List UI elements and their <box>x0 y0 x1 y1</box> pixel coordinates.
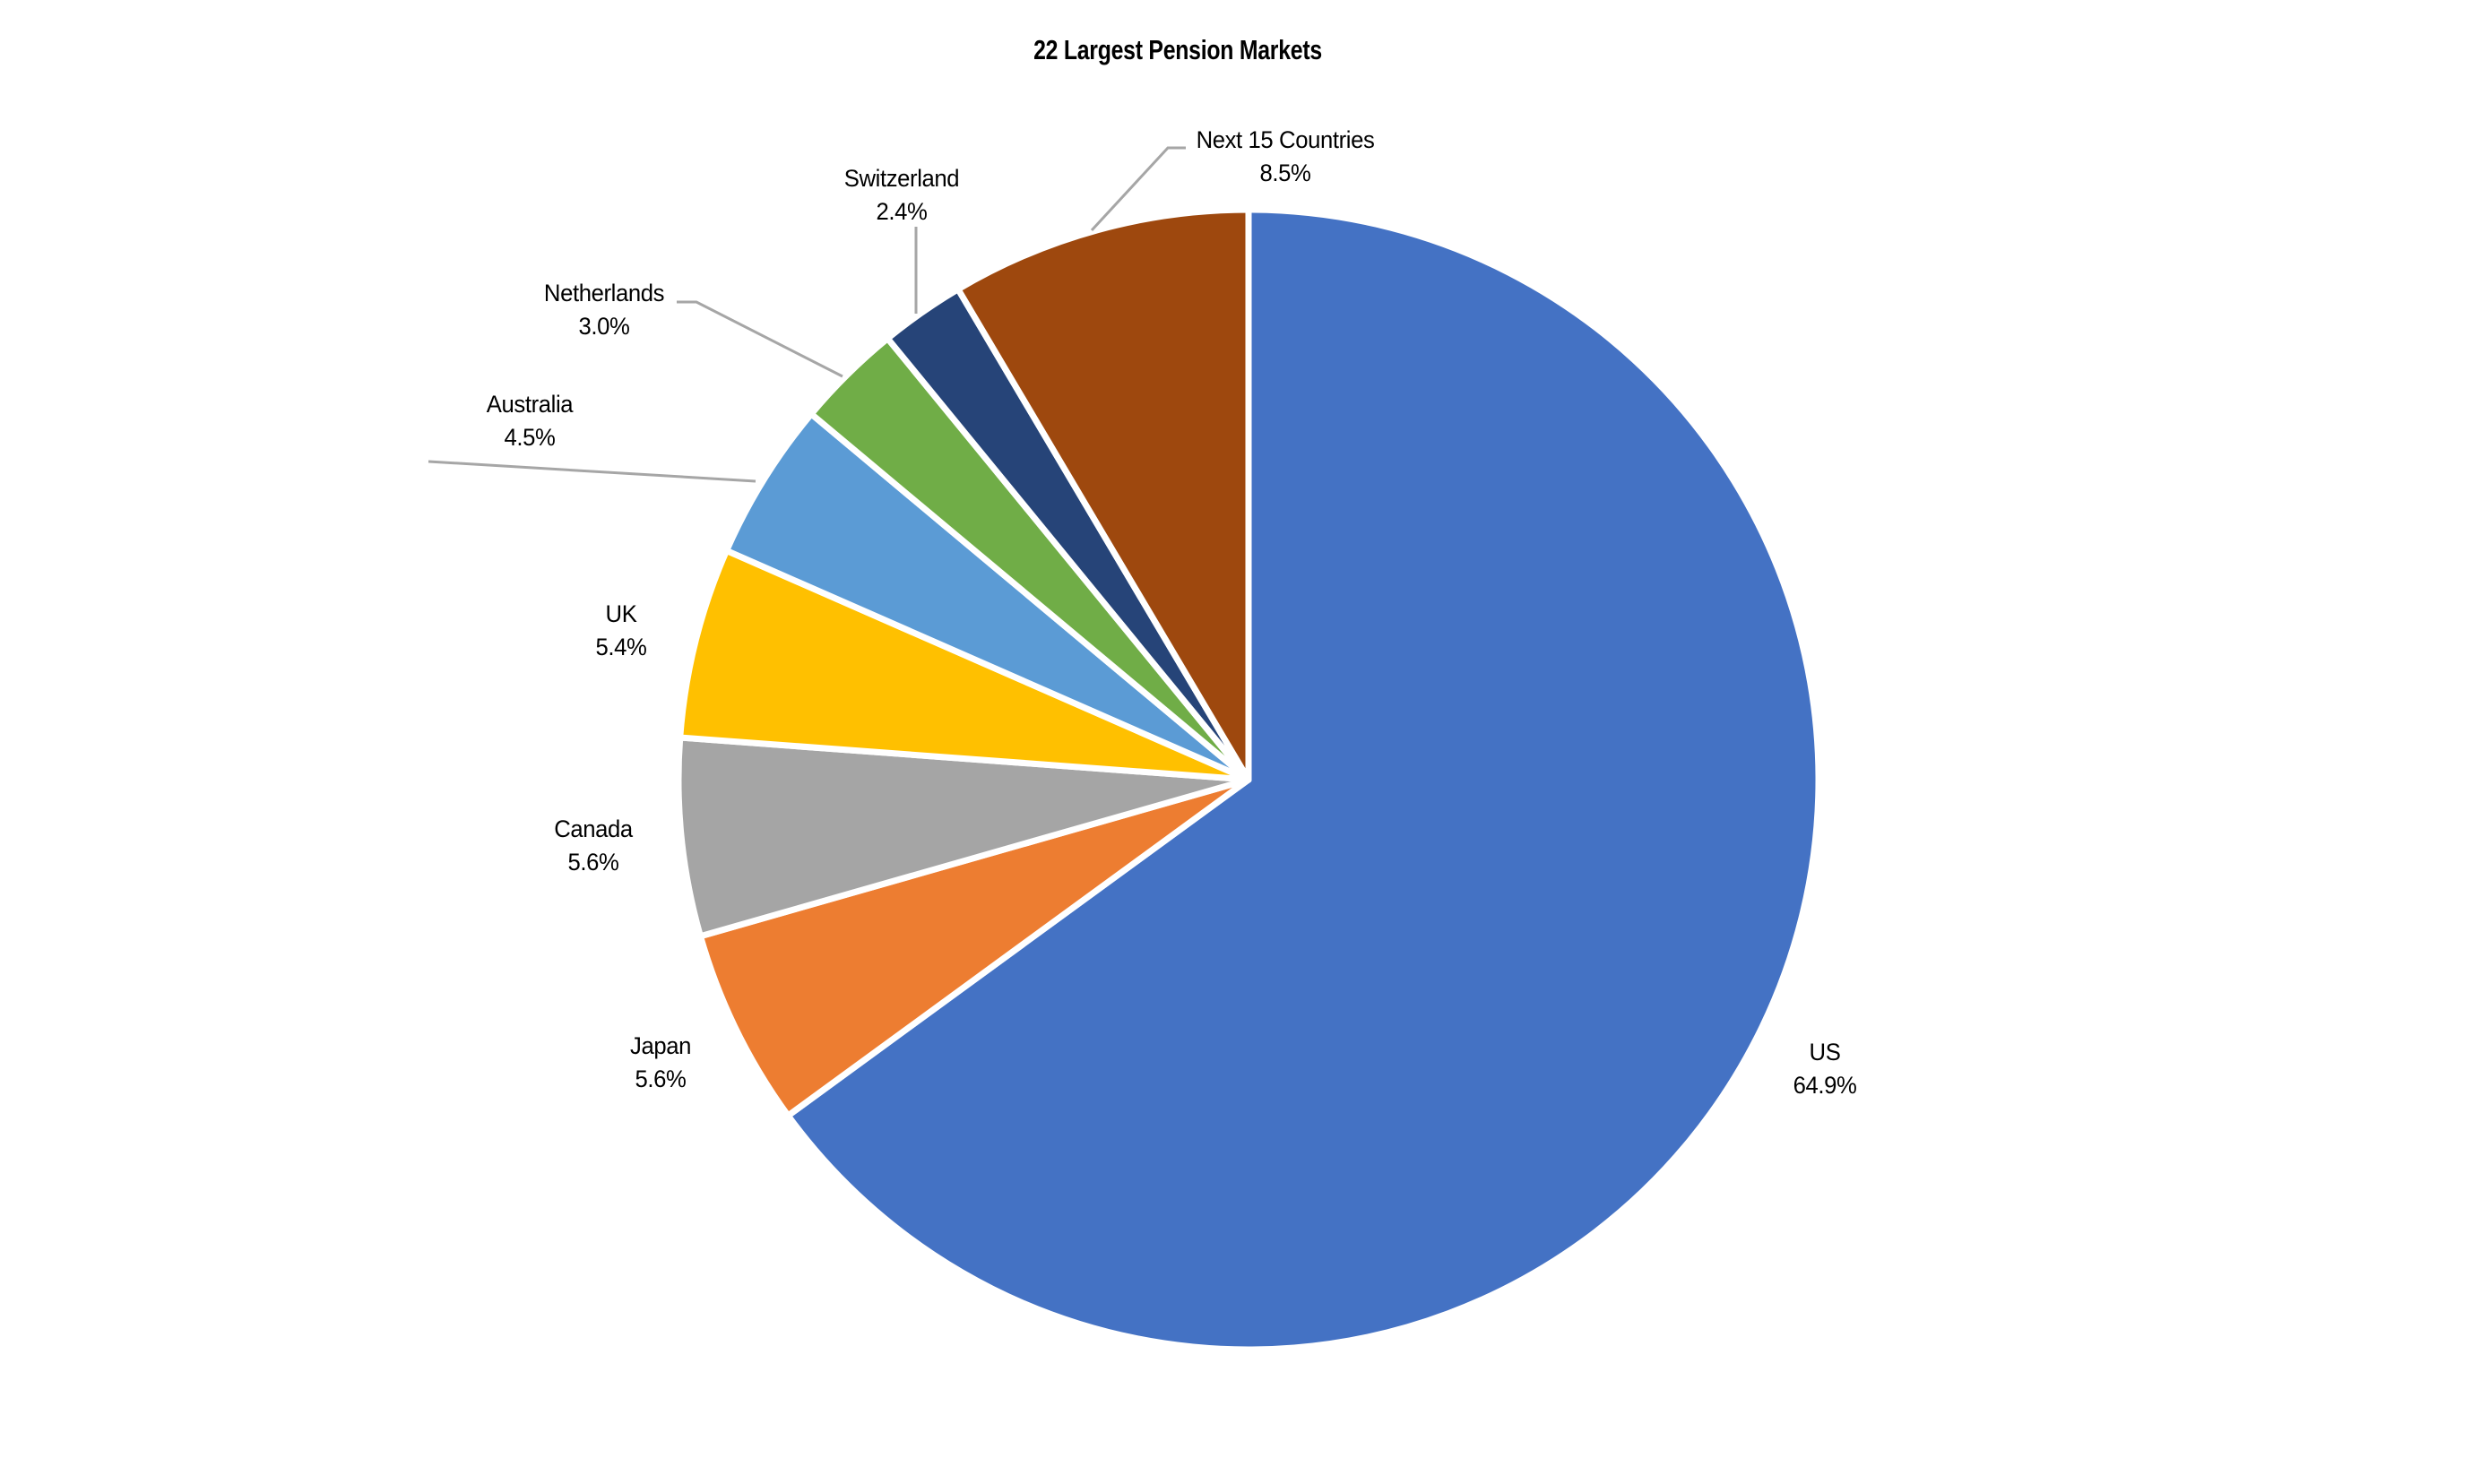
pie-slice-next-15-countries <box>955 206 1252 783</box>
slice-label-uk: UK 5.4% <box>596 598 647 664</box>
slice-label-value: 3.0% <box>578 313 630 340</box>
pie-slice-us <box>784 206 1822 1353</box>
leader-line-australia <box>428 460 756 483</box>
slice-label-value: 4.5% <box>504 424 556 451</box>
slice-label-name: US <box>1809 1039 1841 1066</box>
slice-label-canada: Canada 5.6% <box>554 813 633 879</box>
slice-label-australia: Australia 4.5% <box>486 388 574 454</box>
slice-label-next-15-countries: Next 15 Countries 8.5% <box>1197 124 1375 190</box>
slice-label-value: 5.6% <box>635 1066 687 1092</box>
slice-label-value: 2.4% <box>876 198 928 225</box>
slice-label-name: Netherlands <box>543 280 665 306</box>
slice-label-value: 5.4% <box>595 634 647 660</box>
slice-label-name: Switzerland <box>843 165 960 192</box>
slice-label-name: UK <box>605 600 637 627</box>
leader-line-netherlands <box>677 300 843 378</box>
leader-line-next-15-countries <box>1090 146 1186 232</box>
chart-title: 22 Largest Pension Markets <box>1033 34 1322 65</box>
slice-label-japan: Japan 5.6% <box>630 1030 691 1096</box>
slice-label-us: US 64.9% <box>1793 1036 1857 1102</box>
pie-slice-uk <box>677 547 1252 783</box>
slice-label-netherlands: Netherlands 3.0% <box>543 277 665 343</box>
pie-slice-japan <box>696 776 1252 1119</box>
slice-label-name: Next 15 Countries <box>1196 126 1375 153</box>
slice-label-value: 8.5% <box>1259 160 1311 186</box>
slice-label-name: Canada <box>554 815 633 842</box>
slice-label-value: 64.9% <box>1793 1072 1857 1099</box>
slice-label-switzerland: Switzerland 2.4% <box>843 162 960 229</box>
slice-label-name: Japan <box>630 1032 691 1059</box>
pie-slice-canada <box>675 734 1252 940</box>
slice-label-value: 5.6% <box>567 849 619 876</box>
slice-label-name: Australia <box>486 391 574 418</box>
